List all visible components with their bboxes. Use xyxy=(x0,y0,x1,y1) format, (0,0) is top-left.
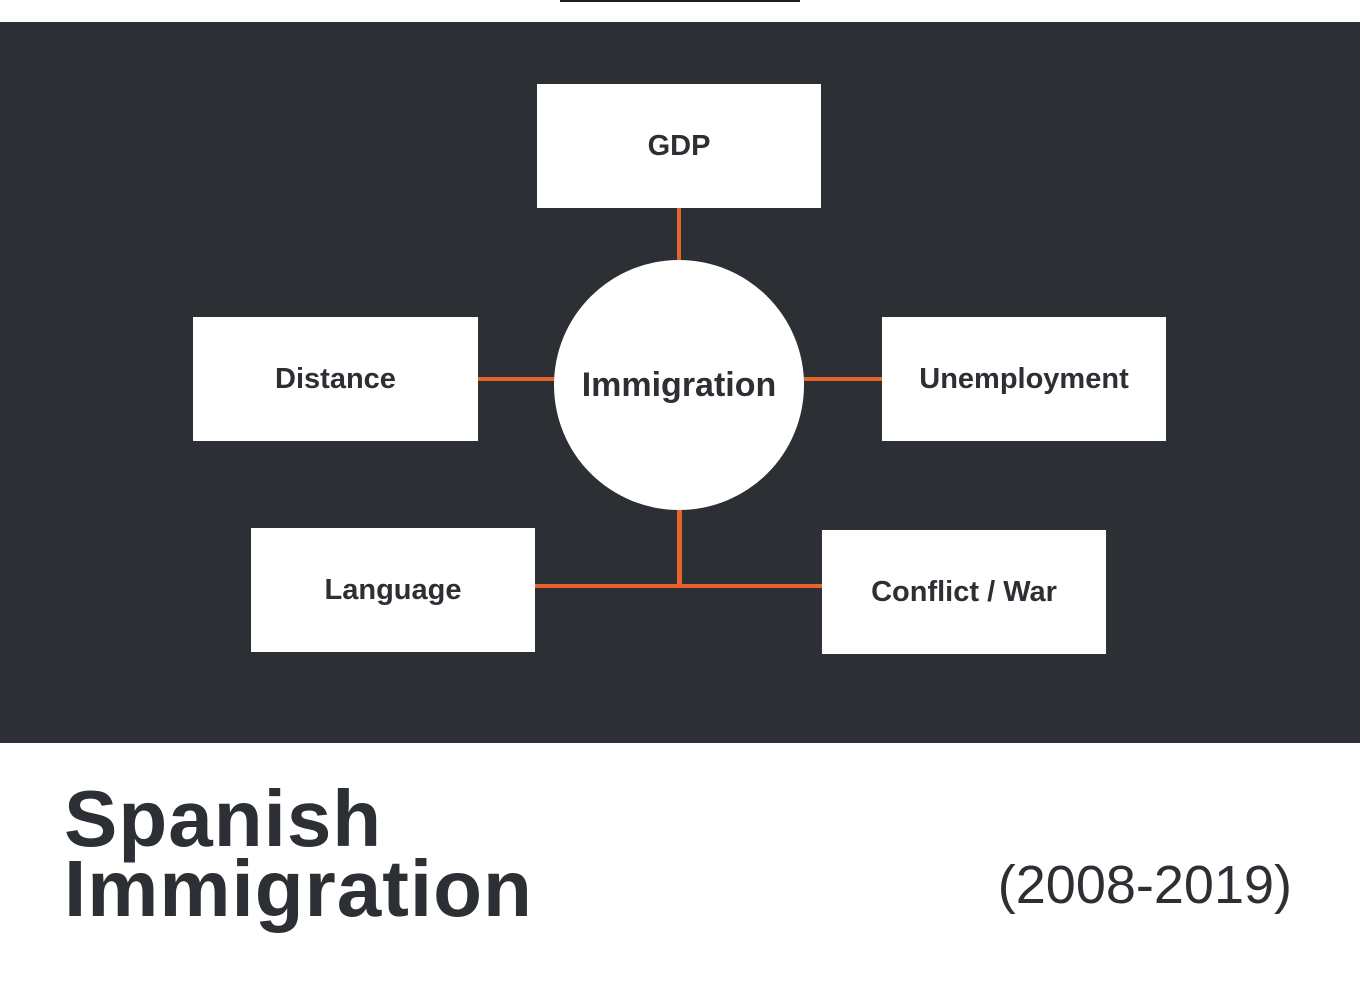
title-line-2: Immigration xyxy=(64,844,533,933)
title-line-1: Spanish xyxy=(64,774,383,863)
connector-bottom-right xyxy=(680,584,822,588)
connector-left xyxy=(478,377,558,381)
diagram-panel: GDP Distance Unemployment Language Confl… xyxy=(0,22,1360,743)
connector-top xyxy=(677,208,681,264)
factor-node-unemployment: Unemployment xyxy=(882,317,1166,441)
factor-node-gdp: GDP xyxy=(537,84,821,208)
factor-label-conflict-war: Conflict / War xyxy=(871,575,1057,608)
year-range: (2008-2019) xyxy=(997,855,1292,915)
connector-bottom-left xyxy=(535,584,682,588)
factor-node-distance: Distance xyxy=(193,317,478,441)
factor-label-distance: Distance xyxy=(275,362,396,395)
connector-bottom-stem xyxy=(677,508,682,588)
factor-node-language: Language xyxy=(251,528,535,652)
factor-label-unemployment: Unemployment xyxy=(919,362,1129,395)
center-node-immigration: Immigration xyxy=(554,260,804,510)
connector-right xyxy=(800,377,882,381)
factor-label-language: Language xyxy=(324,573,462,606)
center-label: Immigration xyxy=(581,365,777,404)
top-divider xyxy=(560,0,800,2)
factor-label-gdp: GDP xyxy=(647,129,711,162)
factor-node-conflict-war: Conflict / War xyxy=(822,530,1106,654)
page-title: Spanish Immigration xyxy=(64,774,533,933)
